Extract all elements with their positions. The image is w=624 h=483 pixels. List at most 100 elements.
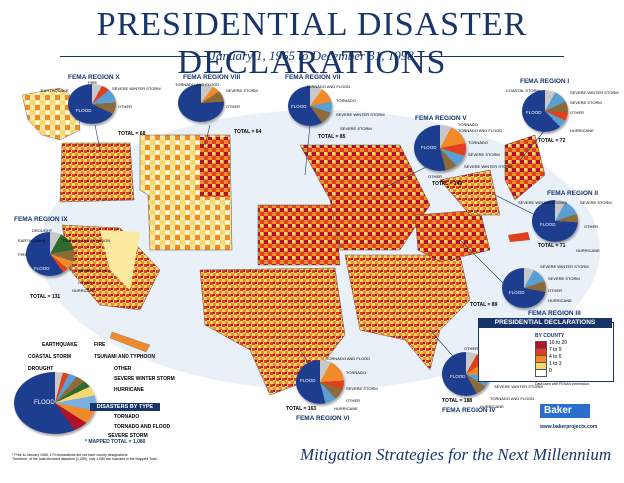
r9-item-3: FIRE [18,252,28,257]
tagline: Mitigation Strategies for the Next Mille… [300,445,612,464]
r6-item-0: TORNADO AND FLOOD [326,356,371,361]
r7-item-4: SEVERE STORM [340,126,372,131]
r5-item-5: SEVERE WINTER STORM [464,164,513,169]
nat-item-5: OTHER [114,366,132,372]
nat-item-0: EARTHQUAKE [42,342,78,348]
region-vi-label: FEMA REGION VI [296,415,350,422]
r4-item-3: FLOOD [450,374,466,379]
legend-swatch [535,369,547,377]
r6-item-5: HURRICANE [334,406,358,411]
r2-item-3: OTHER [584,224,598,229]
r5-item-0: TORNADO [458,122,478,127]
r6-item-4: OTHER [346,398,360,403]
region-viii-pie [178,84,224,122]
nat-item-3: TSUNAMI AND TYPHOON [94,354,155,360]
r4-item-4: SEVERE WINTER STORM [494,384,543,389]
r8-item-1: SEVERE STORM [226,88,258,93]
r5-item-2: FLOOD [421,145,437,150]
region-iv-label: FEMA REGION IV [442,407,496,414]
r10-item-0: EARTHQUAKE [41,88,69,93]
r7-item-3: FLOOD [291,104,307,109]
r2-item-4: HURRICANE [576,248,600,253]
region-i-pie [522,90,568,132]
region-iii-pie [502,268,546,308]
r2-item-0: SEVERE WINTER STORM [518,200,567,205]
r5-item-4: SEVERE STORM [468,152,500,157]
region-ix-pie [26,232,74,276]
nat-item-8: TORNADO [114,414,140,420]
alaska-shape [21,87,81,141]
nat-item-6: SEVERE WINTER STORM [114,376,175,382]
r1-item-4: FLOOD [526,110,542,115]
region-ii-label: FEMA REGION II [547,190,599,197]
nat-item-2: COASTAL STORM [28,354,72,360]
r5-item-3: TORNADO [468,140,488,145]
baker-url: www.bakerprojects.com [540,424,598,430]
region-vii-label: FEMA REGION VII [285,74,341,81]
r9-item-1: EARTHQUAKE [18,238,46,243]
baker-logo: Baker [540,404,590,418]
page-subtitle: January 1, 1965 to December 31, 1998 [210,48,414,63]
r9-item-4: FLOOD [34,266,50,271]
region-i-label: FEMA REGION I [520,78,570,85]
r5-total: TOTAL = 149 [432,181,463,187]
region-vii-shape [257,204,341,266]
region-x-label: FEMA REGION X [68,74,120,81]
r10-item-3: FLOOD [76,108,92,113]
r9-item-0: DROUGHT [32,228,53,233]
r8-total: TOTAL = 64 [234,129,262,135]
footnote-line-1: * Prior to January 1965, 179 declaration… [12,453,129,457]
legend-range: 10 to 20 [549,340,568,346]
r9-item-7: HURRICANE [72,288,96,293]
r7-item-0: TORNADO AND FLOOD [306,84,351,89]
disasters-by-type-title: DISASTERS BY TYPE [90,403,160,411]
region-v-label: FEMA REGION V [415,115,467,122]
r3-item-3: OTHER [548,288,562,293]
r1-item-5: HURRICANE [570,128,594,133]
subtitle-rule-right [414,56,564,57]
r1-item-0: COASTAL STORM [506,88,540,93]
nat-item-1: FIRE [94,342,106,348]
legend-row: 1 to 3 [535,361,605,370]
region-iv-shape [344,254,471,371]
r5-item-1: TORNADO AND FLOOD [458,128,503,133]
nevada-shape [100,230,140,290]
legend-row: 10 to 20 [535,340,605,349]
region-vi-pie [296,360,344,404]
r1-total: TOTAL = 72 [538,138,566,144]
r9-item-5: SEVERE STORM [78,268,110,273]
legend-subtitle: BY COUNTY [535,333,565,339]
nat-item-9: TORNADO AND FLOOD [114,424,171,430]
national-center-label: FLOOD [34,400,55,406]
r8-item-2: OTHER [226,104,240,109]
r2-item-2: FLOOD [540,222,556,227]
region-v-shape [299,144,431,251]
r4-item-6: HURRICANE [480,404,504,409]
region-x-pie [68,84,116,124]
r6-item-3: SEVERE STORM [346,386,378,391]
region-ix-label: FEMA REGION IX [14,216,68,223]
r5-item-6: OTHER [428,174,442,179]
region-viii-east [200,137,230,197]
legend-row: 4 to 6 [535,354,605,363]
r3-item-1: SEVERE STORM [548,276,580,281]
r2-item-1: SEVERE STORM [580,200,612,205]
hawaii-shape [109,331,151,353]
region-ii-shape [439,169,501,216]
puerto-rico-shape [508,232,530,242]
r1-item-1: SEVERE WINTER STORM [570,90,619,95]
r4-item-5: TORNADO AND FLOOD [490,396,535,401]
r7-item-1: TORNADO [336,98,356,103]
r6-item-1: TORNADO [346,370,366,375]
r3-item-0: SEVERE WINTER STORM [540,264,589,269]
r3-item-2: FLOOD [509,290,525,295]
r7-total: TOTAL = 85 [318,134,346,140]
r1-item-3: OTHER [570,110,584,115]
mapped-total: * MAPPED TOTAL = 1,080 [85,439,146,445]
r10-item-4: OTHER [118,104,132,109]
nat-item-4: DROUGHT [28,366,54,372]
r7-item-2: SEVERE WINTER STORM [336,112,385,117]
nat-item-10: SEVERE STORM [108,433,148,439]
r10-total: TOTAL = 68 [118,131,146,137]
